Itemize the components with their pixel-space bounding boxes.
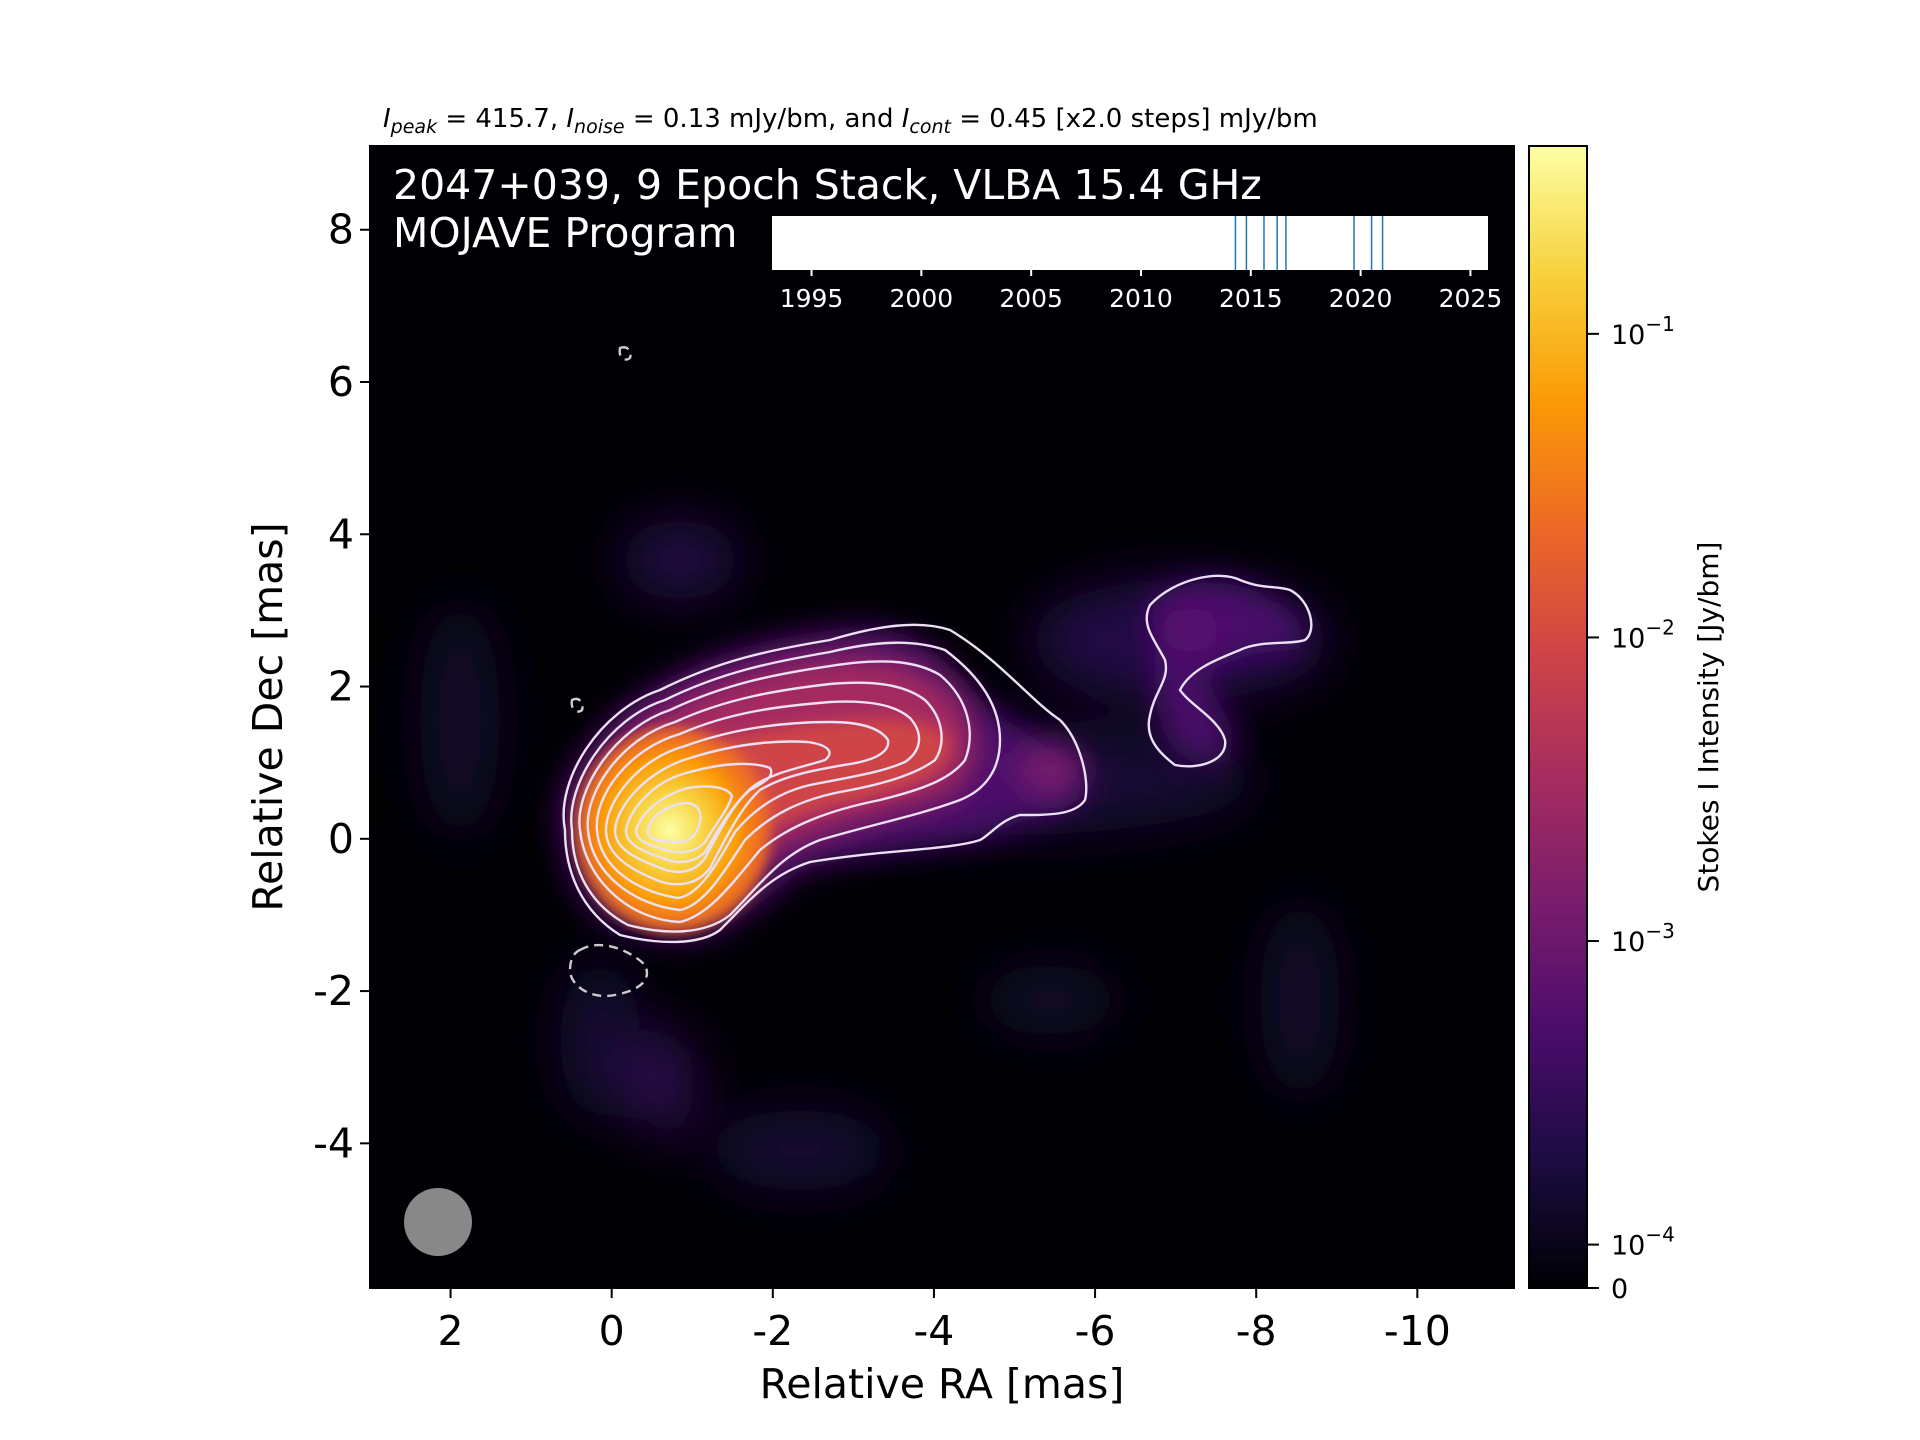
y-tick-label: 0 (328, 815, 354, 863)
contour-level (586, 681, 943, 912)
x-tick: -4 (913, 1288, 954, 1355)
y-tick: 2 (328, 663, 370, 711)
y-axis-ticks: 8 6 4 2 0 -2 -4 (313, 206, 370, 1167)
x-tick: 0 (599, 1288, 625, 1355)
epoch-timeline-tick-label: 2020 (1329, 284, 1393, 313)
epoch-timeline-box (772, 216, 1488, 270)
colorbar: 10−1 10−2 10−3 10−4 0 Stokes I Intensity [Jy… (1528, 145, 1725, 1305)
y-tick: 8 (328, 206, 370, 254)
epoch-timeline-tick-label: 2015 (1219, 284, 1283, 313)
contour-level (562, 623, 1088, 944)
epoch-timeline-tick: 2020 (1329, 270, 1393, 313)
y-tick: 0 (328, 815, 370, 863)
negative-contour (568, 944, 648, 998)
contour-level (624, 762, 773, 864)
x-tick-label: -4 (913, 1307, 954, 1355)
colorbar-ticks: 10−1 10−2 10−3 10−4 0 (1587, 312, 1675, 1305)
epoch-timeline-tick: 2010 (1109, 270, 1173, 313)
negative-contour (618, 346, 632, 361)
epoch-timeline: 1995 2000 2005 2010 2015 2020 2025 (772, 216, 1502, 313)
plot-title: Ipeak = 415.7, Inoise = 0.13 mJy/bm, and… (383, 104, 1318, 138)
x-tick: -2 (752, 1288, 793, 1355)
beam-ellipse (404, 1188, 472, 1256)
y-tick-label: 8 (328, 206, 354, 254)
colorbar-tick-label: 10−1 (1611, 312, 1675, 351)
y-tick-label: 4 (328, 510, 354, 558)
colorbar-tick-label: 10−4 (1611, 1223, 1675, 1262)
contour-level (578, 660, 971, 924)
contours (562, 574, 1313, 944)
colorbar-tick: 10−1 (1587, 312, 1675, 351)
epoch-timeline-tick: 2005 (999, 270, 1063, 313)
y-tick-label: -4 (313, 1119, 354, 1167)
colorbar-tick: 10−2 (1587, 615, 1675, 654)
contour-level (595, 700, 921, 900)
colorbar-tick-label: 10−3 (1611, 919, 1675, 958)
epoch-timeline-tick: 1995 (780, 270, 844, 313)
epoch-lines (1234, 216, 1384, 270)
y-tick-label: -2 (313, 967, 354, 1015)
contour-level (634, 785, 734, 854)
x-axis-label: Relative RA [mas] (760, 1360, 1125, 1408)
jet-shoulder (1015, 745, 1085, 795)
colorbar-tick-label: 10−2 (1611, 615, 1675, 654)
negative-contour (570, 697, 584, 713)
epoch-timeline-tick-label: 2005 (999, 284, 1063, 313)
x-tick: 2 (438, 1288, 464, 1355)
x-tick-label: -10 (1384, 1307, 1451, 1355)
epoch-timeline-tick: 2025 (1439, 270, 1503, 313)
x-tick: -10 (1384, 1288, 1451, 1355)
contour-level (613, 740, 831, 873)
contour-level (604, 720, 890, 886)
x-tick-label: 2 (438, 1307, 464, 1355)
epoch-timeline-ticks: 1995 2000 2005 2010 2015 2020 2025 (780, 270, 1503, 313)
epoch-timeline-tick-label: 2000 (890, 284, 954, 313)
colorbar-gradient (1528, 145, 1588, 1289)
y-tick: -4 (313, 1119, 370, 1167)
x-tick: -8 (1236, 1288, 1277, 1355)
colorbar-tick: 10−4 (1587, 1223, 1675, 1262)
image-panel: 2047+039, 9 Epoch Stack, VLBA 15.4 GHz M… (313, 145, 1515, 1355)
y-axis-label: Relative Dec [mas] (244, 522, 292, 911)
y-tick: 4 (328, 510, 370, 558)
axes-frame (369, 145, 1515, 1289)
colorbar-label: Stokes I Intensity [Jy/bm] (1692, 542, 1725, 893)
y-tick: -2 (313, 967, 370, 1015)
source-annotation: 2047+039, 9 Epoch Stack, VLBA 15.4 GHz (393, 161, 1262, 209)
epoch-timeline-tick: 2015 (1219, 270, 1283, 313)
contour-level (1145, 574, 1313, 768)
epoch-timeline-tick-label: 2010 (1109, 284, 1173, 313)
negative-contours (568, 346, 648, 998)
contour-level (646, 801, 702, 844)
contour-level (570, 641, 1002, 933)
colorbar-tick: 10−3 (1587, 919, 1675, 958)
epoch-timeline-tick: 2000 (890, 270, 954, 313)
x-tick-label: -8 (1236, 1307, 1277, 1355)
x-tick-label: -2 (752, 1307, 793, 1355)
jet-knot-inner (1160, 608, 1220, 652)
x-tick-label: -6 (1075, 1307, 1116, 1355)
y-tick: 6 (328, 358, 370, 406)
x-axis-ticks: 2 0 -2 -4 -6 -8 -10 (438, 1288, 1451, 1355)
x-tick: -6 (1075, 1288, 1116, 1355)
x-tick-label: 0 (599, 1307, 625, 1355)
colorbar-tick: 0 (1587, 1274, 1628, 1305)
y-tick-label: 2 (328, 663, 354, 711)
epoch-timeline-tick-label: 2025 (1439, 284, 1503, 313)
colorbar-tick-label: 0 (1611, 1274, 1628, 1305)
epoch-timeline-tick-label: 1995 (780, 284, 844, 313)
program-annotation: MOJAVE Program (393, 209, 737, 257)
y-tick-label: 6 (328, 358, 354, 406)
